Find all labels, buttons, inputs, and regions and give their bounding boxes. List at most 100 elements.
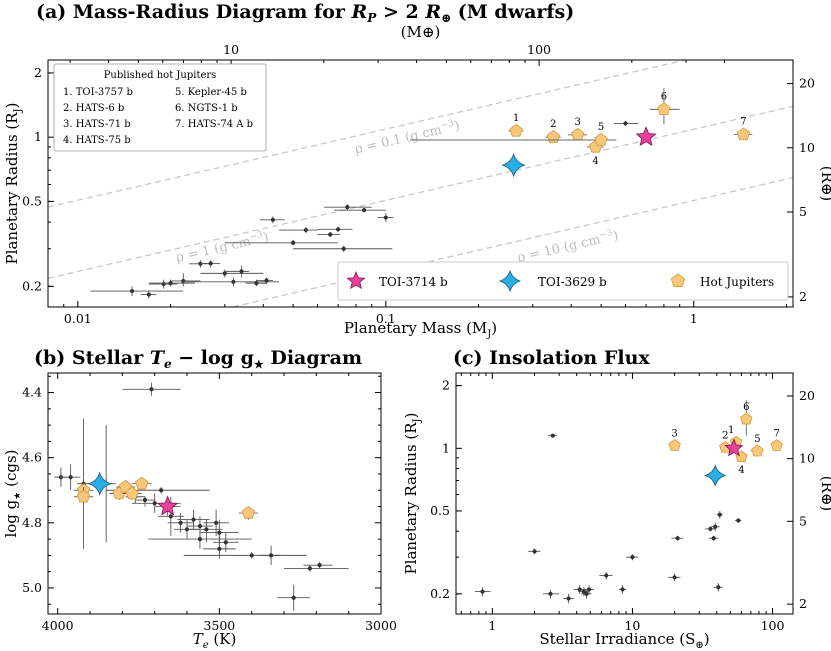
field-point	[149, 387, 154, 392]
hot-jupiter-marker	[135, 476, 149, 490]
field-point	[168, 514, 173, 519]
hot-jupiter-marker	[546, 130, 561, 143]
field-point	[577, 587, 582, 592]
hot-jupiter-marker	[657, 102, 671, 116]
field-point	[711, 536, 716, 541]
hot-jupiter-marker	[571, 127, 585, 141]
field-point	[161, 281, 166, 287]
field-point	[566, 596, 571, 601]
panel-c-right-tick-label: 10	[799, 451, 815, 466]
panel-c-right-label: (R⊕)	[818, 476, 831, 512]
field-point	[68, 475, 73, 480]
hot-jupiter-number: 7	[740, 116, 746, 127]
hot-jupiter-number: 4	[738, 465, 744, 476]
hot-jupiter-marker	[509, 123, 523, 137]
hot-jupiter-marker	[76, 489, 91, 503]
axis-label-text: (cgs)	[2, 449, 20, 491]
panel-c-ylabel: Planetary Radius (RJ)	[402, 413, 423, 575]
field-point	[249, 553, 254, 558]
field-point	[717, 512, 722, 517]
panel-b-xlabel: Te (K)	[193, 630, 237, 651]
panel-c-frame	[455, 372, 794, 615]
title-text: R	[424, 1, 441, 23]
title-subscript: ★	[254, 358, 264, 371]
published-list-item: 6. NGTS-1 b	[175, 103, 238, 114]
hot-jupiter-number: 6	[743, 402, 749, 413]
axis-label-subscript: J	[486, 329, 491, 340]
toi-3629b-marker	[501, 152, 526, 178]
axis-label-text: Planetary Radius (R	[402, 422, 420, 575]
field-point	[178, 520, 183, 525]
panel-a-top-label: (M⊕)	[401, 23, 441, 41]
hot-jupiter-marker	[241, 506, 256, 519]
density-line	[48, 60, 689, 208]
axis-label-subscript: J	[13, 108, 24, 113]
published-list-box: Published hot Jupiters 1. TOI-3757 b 2. HA…	[53, 63, 267, 152]
field-point	[129, 288, 135, 294]
field-point	[307, 566, 312, 571]
hot-jupiter-number: 5	[754, 434, 760, 445]
field-point	[239, 269, 244, 274]
field-point	[328, 232, 333, 237]
published-list-item: 5. Kepler-45 b	[175, 87, 247, 98]
density-line	[48, 105, 793, 279]
toi-3714b-marker	[157, 495, 179, 516]
published-list-title: Published hot Jupiters	[104, 70, 217, 81]
field-point	[208, 261, 213, 266]
hot-jupiter-number: 5	[598, 122, 604, 133]
panel-c-right-tick-label: 20	[799, 388, 815, 403]
legend-pentagon-icon	[670, 273, 686, 288]
density-label-text: )	[453, 119, 461, 135]
panel-a-y-tick-label: 0.2	[22, 278, 42, 293]
field-point	[223, 540, 228, 545]
axis-label-text: )	[704, 630, 710, 648]
field-point	[317, 563, 322, 568]
title-subscript: P	[366, 11, 377, 25]
field-point	[736, 518, 741, 523]
field-point	[630, 555, 635, 560]
panel-b-frame	[47, 372, 382, 615]
panel-b-y-tick-label: 4.8	[22, 515, 42, 530]
field-point	[713, 524, 718, 529]
legend-frame	[337, 261, 789, 301]
axis-label-text: Planetary Radius (R	[3, 112, 21, 265]
panel-c-title: (c) Insolation Flux	[453, 347, 650, 369]
density-label-text: ρ = 1 (g cm	[175, 234, 253, 266]
panel-b-title: (b) Stellar Te − log g★ Diagram	[34, 347, 362, 371]
hot-jupiter-number: 6	[661, 91, 667, 102]
panel-b-x-tick-label: 4000	[42, 618, 74, 633]
field-point	[291, 595, 296, 600]
panel-a-y-tick-label: 2	[34, 65, 42, 80]
field-point	[716, 585, 721, 590]
hot-jupiter-marker	[125, 486, 139, 500]
toi-3714b-marker	[635, 126, 657, 147]
axis-label-text: T	[193, 630, 204, 648]
panel-b-y-tick-label: 4.6	[22, 450, 42, 465]
panel-a-y-tick-label: 0.5	[22, 193, 42, 208]
panel-a-right-tick-label: 2	[799, 289, 807, 304]
field-point	[548, 591, 553, 596]
panel-a-ylabel: Planetary Radius (RJ)	[3, 103, 24, 265]
hot-jupiter-marker	[736, 127, 751, 141]
field-point	[254, 281, 259, 286]
panel-b-plot-area	[54, 382, 349, 611]
published-list-item: 2. HATS-6 b	[63, 103, 124, 114]
field-point	[550, 433, 555, 438]
panel-c-y-tick-label: 2	[442, 378, 450, 393]
panel-a-frame	[47, 59, 794, 308]
hot-jupiter-marker	[668, 439, 681, 451]
field-point	[604, 573, 609, 578]
panel-a-xlabel: Planetary Mass (MJ)	[344, 319, 497, 340]
title-text: T	[150, 347, 166, 369]
axis-label-text: Stellar Irradiance (S	[539, 630, 695, 648]
field-point	[231, 279, 236, 284]
field-point	[480, 589, 485, 594]
panel-c-right-tick-label: 5	[799, 513, 807, 528]
field-point	[268, 553, 274, 558]
hot-jupiter-number: 2	[550, 119, 556, 130]
published-list-item: 1. TOI-3757 b	[63, 87, 133, 98]
field-point	[623, 121, 628, 126]
panel-a-legend: TOI-3714 b TOI-3629 b Hot Jupiters	[337, 261, 789, 301]
